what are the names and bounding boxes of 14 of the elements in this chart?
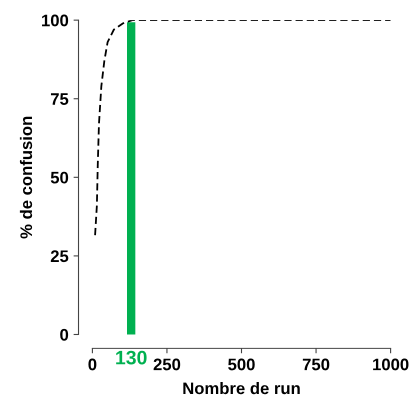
y-tick-label: 100 bbox=[42, 14, 68, 26]
x-axis-title: Nombre de run bbox=[183, 382, 300, 394]
y-tick-label: 0 bbox=[60, 328, 68, 341]
x-tick-label: 0 bbox=[88, 358, 96, 370]
line-series bbox=[94, 20, 391, 236]
y-tick-label: 50 bbox=[50, 172, 68, 184]
x-tick-label: 500 bbox=[228, 358, 255, 370]
y-tick-label: 75 bbox=[50, 93, 68, 105]
y-axis-title: % de confusion bbox=[20, 116, 32, 238]
ref-line-label: 130 bbox=[116, 350, 147, 365]
x-tick-label: 250 bbox=[154, 358, 180, 370]
x-tick-label: 750 bbox=[302, 358, 330, 370]
y-tick-label: 25 bbox=[50, 250, 68, 262]
x-tick-label: 1000 bbox=[373, 358, 408, 370]
